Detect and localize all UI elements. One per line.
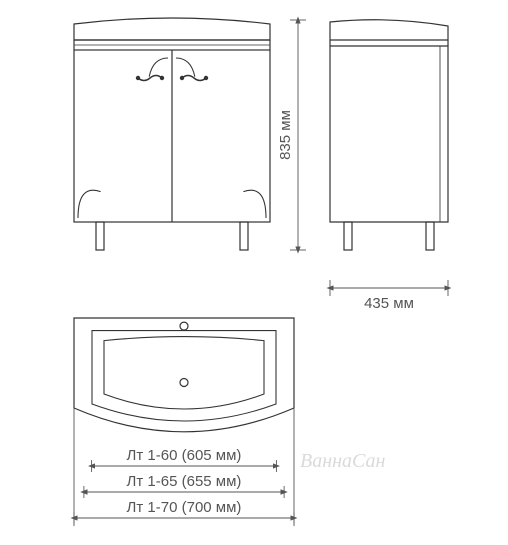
dim-width-side: 435 мм [330,280,448,312]
drawing-svg: 835 мм 435 мм Лт 1-60 (605 мм) Лт 1-65 (6… [0,0,508,545]
dim-width-option-1: Лт 1-65 (655 мм) [127,473,242,490]
dim-width-option-2: Лт 1-70 (700 мм) [127,499,242,516]
dim-width-option-0: Лт 1-60 (605 мм) [127,447,242,464]
dim-width-label: 435 мм [364,295,414,312]
side-view [330,20,448,250]
front-view [74,18,270,250]
top-view [74,318,294,432]
dim-height-label: 835 мм [277,110,294,160]
technical-drawing: { "drawing": { "type": "technical-diagra… [0,0,508,545]
dim-height: 835 мм [277,20,306,250]
dim-width-options: Лт 1-60 (605 мм) Лт 1-65 (655 мм) Лт 1-70 … [74,408,294,526]
